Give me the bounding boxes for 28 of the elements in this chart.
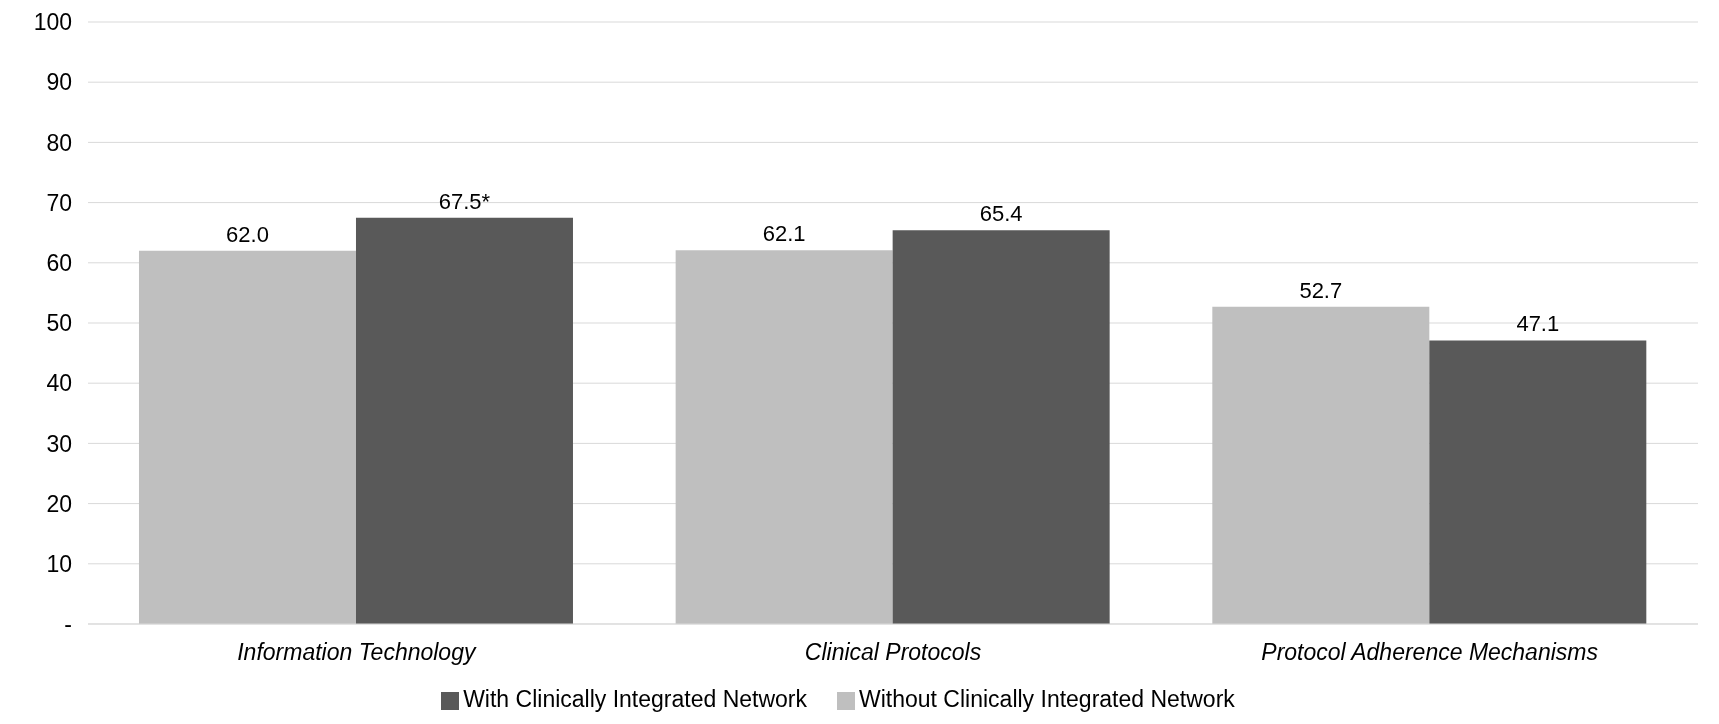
data-label: 65.4 <box>979 201 1023 227</box>
data-label: 47.1 <box>1516 311 1560 337</box>
data-label: 52.7 <box>1299 277 1343 303</box>
legend-label: With Clinically Integrated Network <box>463 686 807 712</box>
data-label: 67.5* <box>438 188 491 214</box>
y-tick-label: - <box>64 611 72 638</box>
x-tick-label: Clinical Protocols <box>804 639 982 666</box>
y-tick-label: 100 <box>33 9 72 36</box>
y-tick-label: 90 <box>46 69 72 96</box>
y-tick-label: 20 <box>46 490 72 517</box>
bar <box>892 230 1110 624</box>
y-tick-label: 60 <box>46 249 72 276</box>
bar <box>675 250 893 624</box>
bar <box>138 250 356 624</box>
bar <box>1429 340 1647 624</box>
x-tick-label: Protocol Adherence Mechanisms <box>1261 639 1599 666</box>
data-label: 62.0 <box>226 221 269 247</box>
y-tick-label: 30 <box>46 430 72 457</box>
y-tick-label: 50 <box>46 310 72 337</box>
y-tick-label: 80 <box>46 129 72 156</box>
data-label: 62.1 <box>762 221 806 247</box>
y-tick-label: 40 <box>46 370 72 397</box>
y-tick-label: 10 <box>46 550 72 577</box>
x-tick-label: Information Technology <box>237 639 477 666</box>
bar <box>1212 306 1430 624</box>
legend-label: Without Clinically Integrated Network <box>859 686 1235 712</box>
y-tick-label: 70 <box>46 189 72 216</box>
bar <box>355 217 573 624</box>
